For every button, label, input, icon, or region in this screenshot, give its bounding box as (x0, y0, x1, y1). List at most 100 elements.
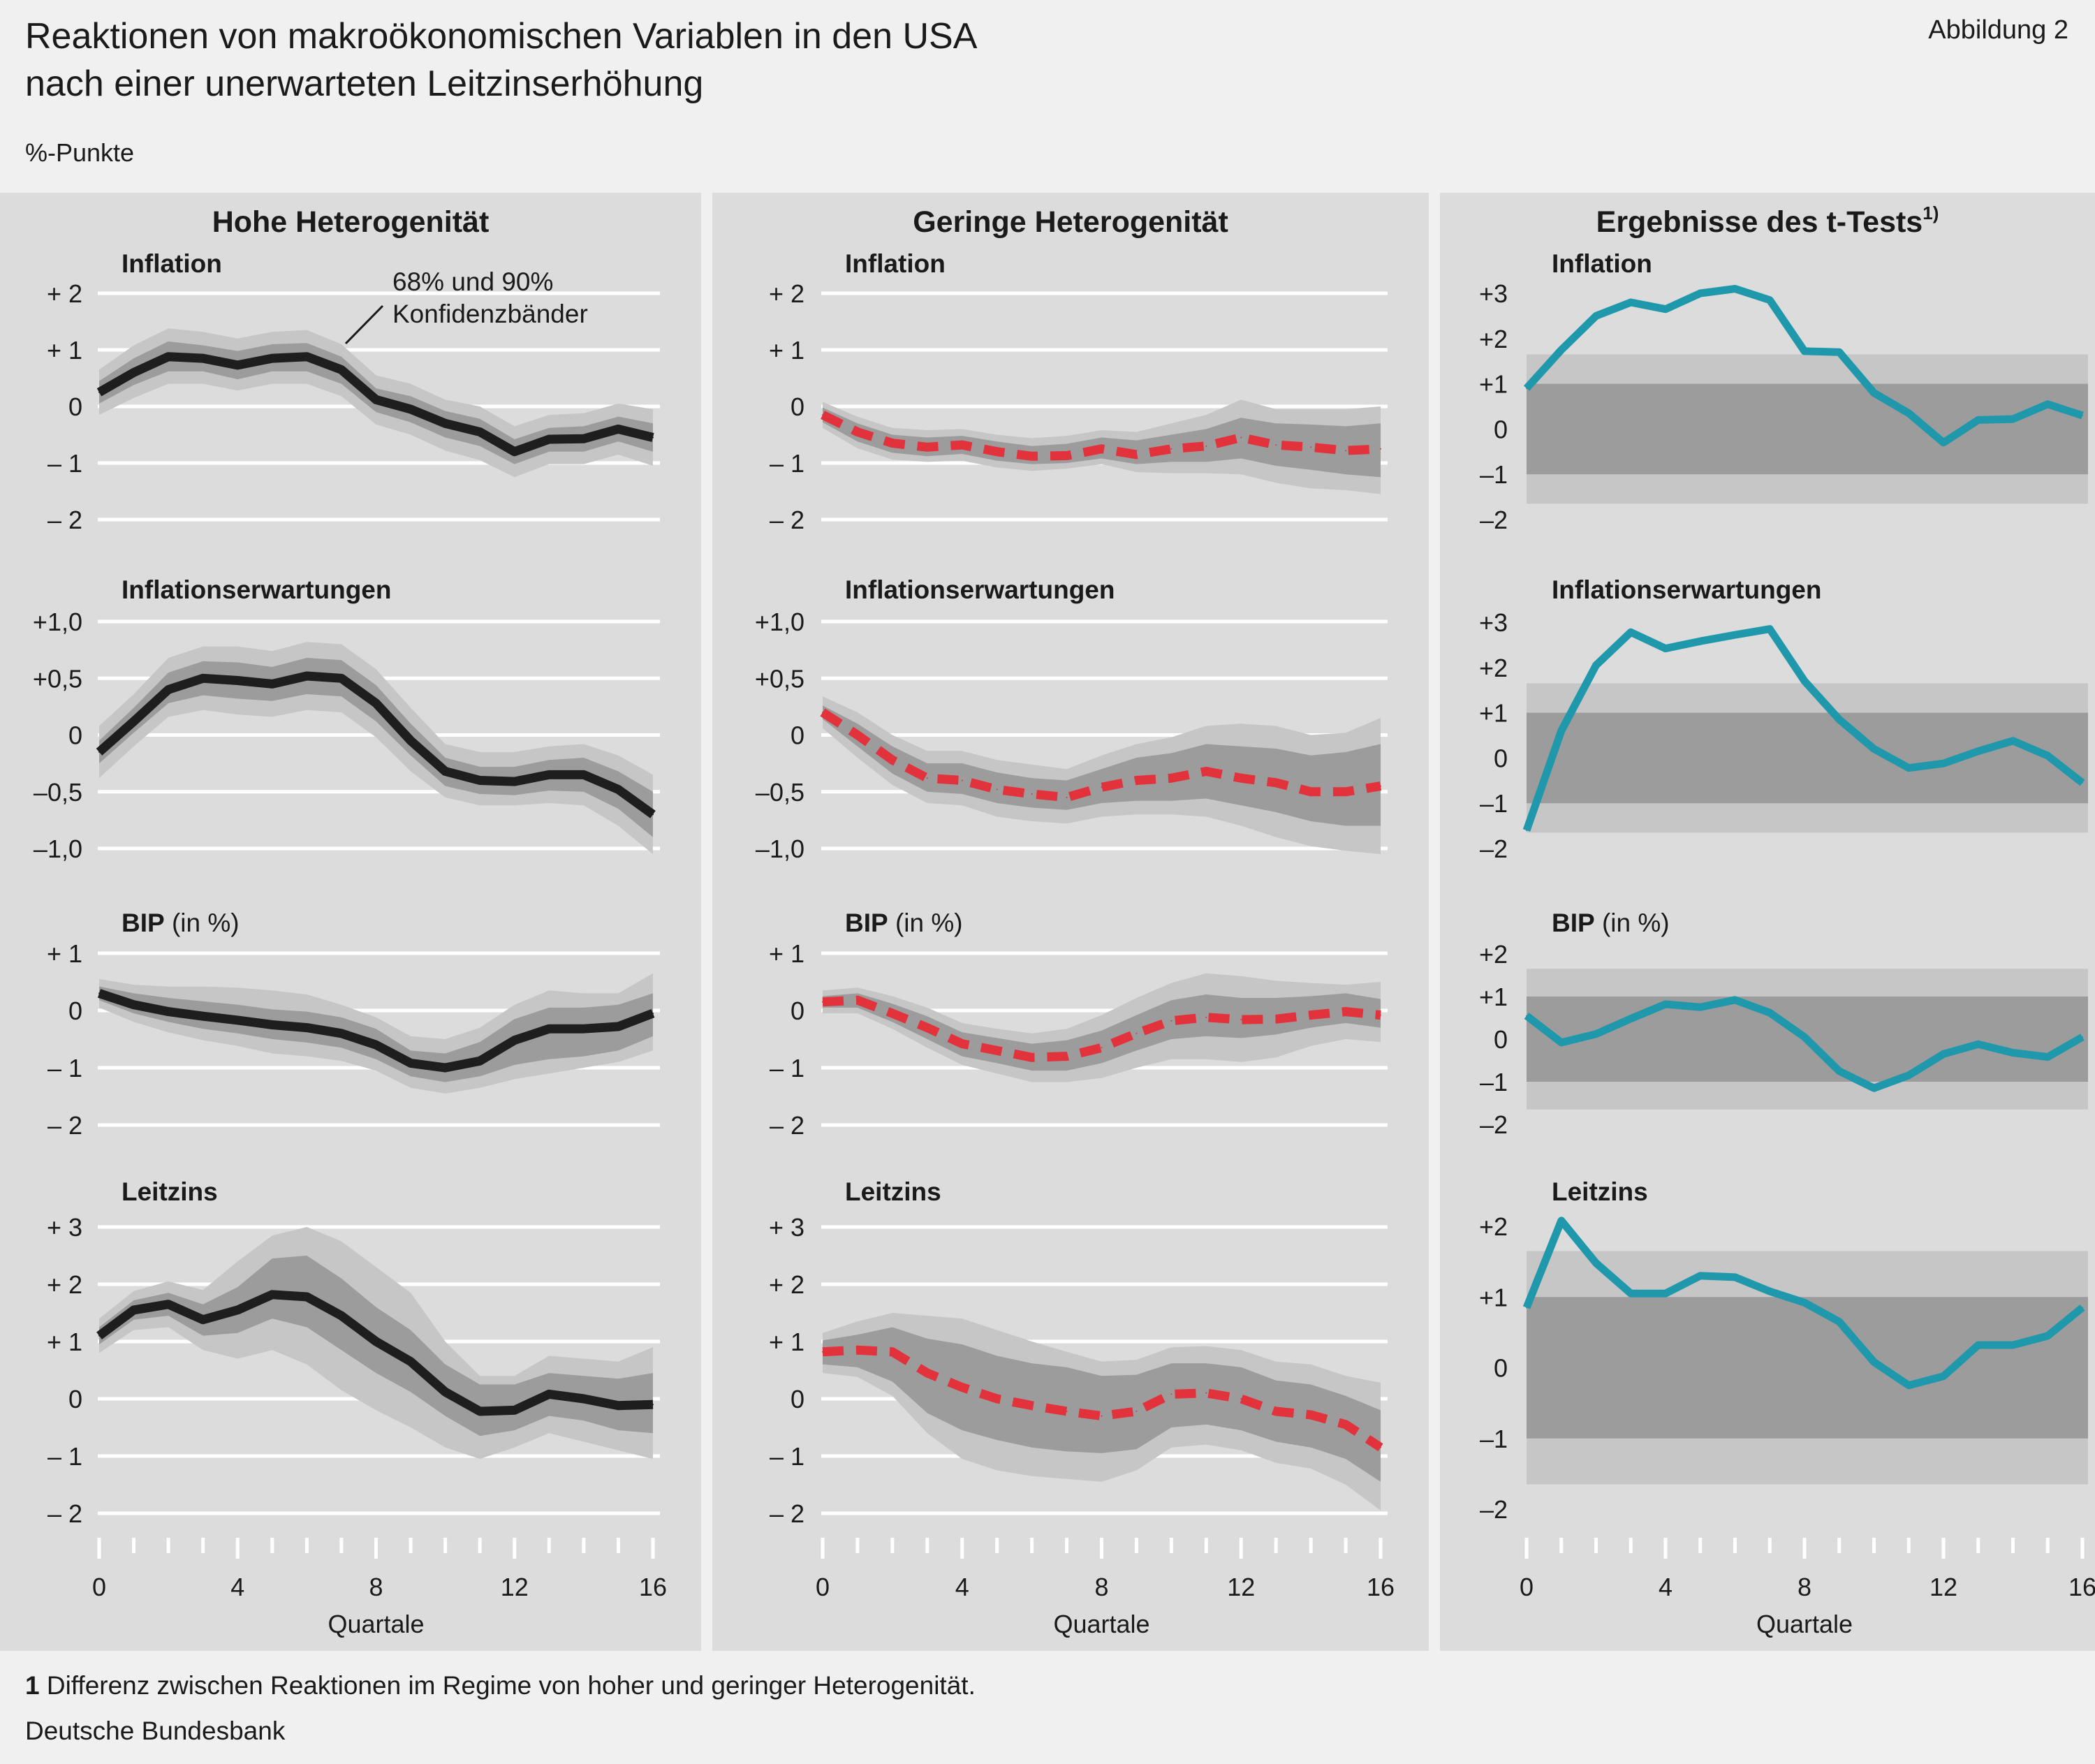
data-point (410, 740, 412, 742)
y-tick-label: + 1 (47, 336, 82, 365)
y-tick-label: – 1 (47, 1054, 82, 1082)
data-point (1560, 349, 1562, 351)
subchart-leitzins: Leitzins + 3 + 2 + 1 0 – 1 – 2 (47, 1177, 660, 1528)
data-point (271, 1293, 273, 1295)
y-tick-label: 0 (791, 392, 804, 421)
chart-title: Reaktionen von makroökonomischen Variabl… (25, 13, 977, 108)
data-point (1170, 1020, 1173, 1022)
data-point (1908, 412, 1910, 414)
data-point (1240, 777, 1242, 779)
data-point (98, 1335, 100, 1337)
subchart-title-text: Leitzins (845, 1177, 941, 1206)
panel-title-text: Geringe Heterogenität (913, 205, 1228, 239)
data-point (168, 1303, 170, 1305)
data-point (168, 1010, 170, 1013)
x-tick-label: 0 (816, 1573, 830, 1601)
unit-label: %-Punkte (25, 138, 135, 167)
x-axis: 0 4 8 12 16 Quartale (816, 1538, 1395, 1638)
data-point (1526, 388, 1527, 390)
data-point (617, 1026, 619, 1027)
data-point (1977, 1344, 1979, 1346)
y-tick-label: +1 (1479, 370, 1508, 399)
y-tick-label: –2 (1480, 1110, 1508, 1139)
y-tick-label: 0 (1494, 415, 1508, 443)
data-point (1310, 1014, 1312, 1016)
y-tick-label: – 1 (770, 1054, 804, 1082)
y-tick-label: + 1 (47, 939, 82, 968)
data-point (1205, 770, 1207, 772)
data-point (133, 721, 135, 722)
data-point (1838, 351, 1840, 353)
significance-band-inner (1527, 712, 2088, 804)
data-point (1240, 436, 1242, 439)
x-axis-label: Quartale (328, 1610, 424, 1638)
data-point (2047, 403, 2049, 405)
data-point (1977, 1043, 1979, 1045)
data-point (1066, 1055, 1068, 1057)
data-point (1310, 1414, 1312, 1416)
data-point (479, 779, 481, 781)
x-tick-label: 12 (1227, 1573, 1255, 1601)
data-point (444, 422, 446, 425)
x-tick-label: 0 (1520, 1573, 1534, 1601)
y-tick-label: – 1 (47, 1442, 82, 1471)
panel-title-text: Hohe Heterogenität (212, 205, 490, 239)
data-point (1135, 453, 1138, 455)
data-point (1734, 634, 1736, 636)
subchart-inflationserwartungen: Inflationserwartungen +1,0 +0,5 0 –0,5 –1,0 (33, 575, 660, 863)
subchart-title-suffix: (in %) (165, 909, 240, 937)
data-point (1310, 791, 1312, 793)
data-point (1240, 1019, 1242, 1021)
subchart-title: Inflationserwartungen (122, 575, 391, 604)
data-point (1908, 1384, 1910, 1386)
y-tick-label: 0 (1494, 1025, 1508, 1054)
data-point (961, 779, 963, 781)
data-point (1943, 763, 1944, 765)
data-point (340, 369, 342, 371)
chart-title-line-2: nach einer unerwarteten Leitzinserhöhung (25, 64, 704, 104)
data-point (961, 1386, 963, 1388)
y-tick-label: –2 (1480, 506, 1508, 534)
y-tick-label: –2 (1480, 835, 1508, 863)
x-axis-label: Quartale (1053, 1610, 1149, 1638)
data-point (617, 1404, 619, 1406)
significance-band-inner (1527, 1297, 2088, 1439)
x-axis: 0 4 8 12 16 Quartale (92, 1538, 667, 1638)
band-annotation: 68% und 90% Konfidenzbänder (344, 267, 602, 345)
data-point (1066, 455, 1068, 457)
footnote-marker: 1) (1923, 203, 1939, 223)
data-point (2082, 1307, 2083, 1309)
data-point (891, 1351, 893, 1353)
data-point (479, 431, 481, 433)
data-point (340, 1032, 342, 1034)
y-tick-label: – 2 (770, 506, 804, 534)
x-tick-label: 4 (1659, 1573, 1673, 1601)
subchart-title-text: Leitzins (122, 1177, 218, 1206)
panel-high-heterogeneity: Hohe Heterogenität Inflation + 2 + 1 0 – 1 – … (0, 193, 701, 1651)
subchart-inflation: Inflation +3 +2 +1 0 –1 –2 (1479, 249, 2088, 534)
data-point (1734, 288, 1736, 290)
y-tick-label: – 1 (47, 449, 82, 478)
x-tick-label: 4 (955, 1573, 969, 1601)
data-point (1595, 1262, 1597, 1264)
data-point (1665, 1004, 1666, 1005)
data-point (1769, 1012, 1771, 1014)
data-point (98, 751, 100, 753)
confidence-band-68 (99, 986, 653, 1082)
data-point (1873, 1087, 1875, 1089)
data-point (996, 450, 998, 453)
data-point (652, 814, 654, 816)
data-point (1838, 1321, 1840, 1323)
data-point (237, 1309, 239, 1311)
y-tick-label: +1 (1479, 699, 1508, 728)
data-point (1275, 1018, 1277, 1020)
x-tick-label: 0 (92, 1573, 106, 1601)
data-point (961, 1043, 963, 1045)
data-point (410, 409, 412, 410)
data-point (1031, 1057, 1033, 1059)
subchart-title: BIP (in %) (1552, 909, 1670, 937)
data-point (1804, 1302, 1805, 1304)
data-point (1595, 664, 1597, 666)
data-point (410, 1062, 412, 1064)
y-tick-label: + 3 (769, 1213, 804, 1242)
